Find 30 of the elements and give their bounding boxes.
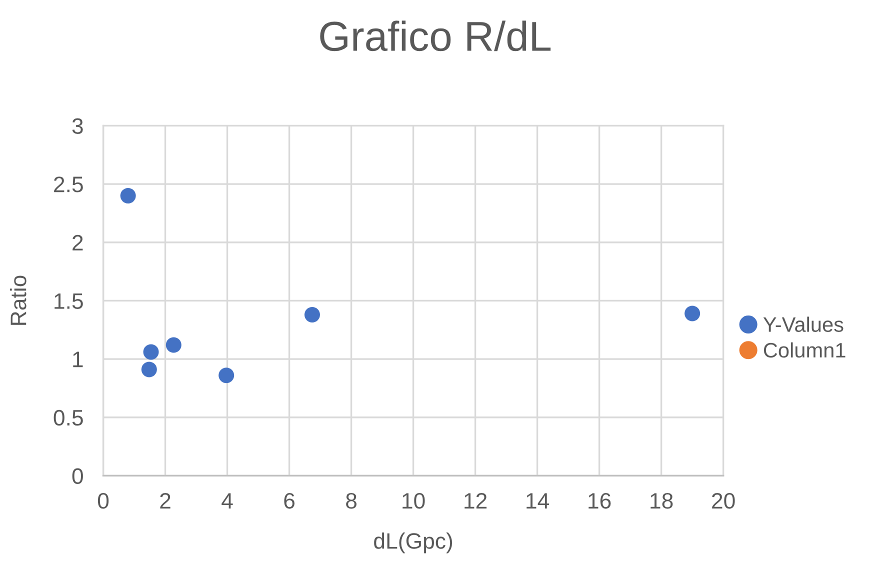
point xyxy=(304,306,320,322)
x-tick-label: 8 xyxy=(346,492,356,509)
y-tick-label: 1.5 xyxy=(54,293,83,309)
point xyxy=(166,337,182,353)
point xyxy=(143,344,159,360)
x-tick-label: 2 xyxy=(160,492,170,508)
x-tick-label: 6 xyxy=(284,492,294,509)
x-tick-label: 16 xyxy=(588,492,611,509)
y-axis-title: Ratio xyxy=(10,276,26,325)
x-tick-label: 12 xyxy=(464,492,487,508)
y-tick-label: 3 xyxy=(72,118,83,134)
point xyxy=(218,368,234,384)
point xyxy=(141,362,157,378)
x-tick-label: 20 xyxy=(712,492,735,509)
x-tick-label: 18 xyxy=(650,492,673,509)
y-tick-label: 2.5 xyxy=(54,176,83,192)
x-tick-label: 14 xyxy=(526,493,550,508)
x-tick-label: 4 xyxy=(222,493,233,508)
x-tick-label: 0 xyxy=(98,492,109,509)
point xyxy=(684,306,700,322)
legend-label: Column1 xyxy=(764,342,846,358)
chart-title: Grafico R/dL xyxy=(320,20,551,52)
point xyxy=(120,188,136,204)
y-tick-label: 1 xyxy=(73,352,83,368)
x-tick-label: 10 xyxy=(402,492,425,509)
y-tick-label: 0.5 xyxy=(54,410,83,426)
y-tick-label: 0 xyxy=(72,468,83,484)
x-axis-title: dL(Gpc) xyxy=(374,532,452,554)
legend-label: Y-Values xyxy=(763,316,844,332)
y-tick-label: 2 xyxy=(72,234,83,250)
